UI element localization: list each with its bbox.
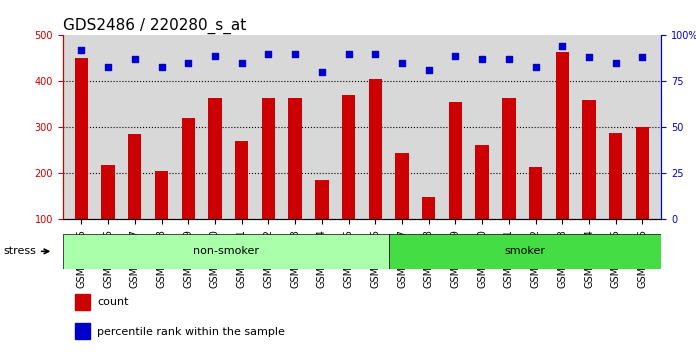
Bar: [208, 97, 221, 266]
Point: [102, 64, 113, 69]
Bar: [369, 79, 382, 266]
Point: [450, 53, 461, 58]
Point: [156, 64, 167, 69]
Point: [477, 57, 488, 62]
Bar: [609, 133, 622, 266]
Bar: [422, 198, 436, 266]
Point: [182, 60, 193, 66]
Point: [557, 44, 568, 49]
Bar: [288, 97, 302, 266]
Bar: [74, 323, 90, 339]
Point: [209, 53, 221, 58]
Point: [530, 64, 541, 69]
Point: [423, 68, 434, 73]
Text: GDS2486 / 220280_s_at: GDS2486 / 220280_s_at: [63, 18, 246, 34]
Bar: [449, 102, 462, 266]
Point: [610, 60, 622, 66]
Point: [129, 57, 141, 62]
FancyBboxPatch shape: [388, 234, 661, 269]
Text: stress: stress: [3, 246, 49, 256]
Bar: [529, 166, 542, 266]
Text: smoker: smoker: [505, 246, 546, 256]
Point: [370, 51, 381, 57]
Text: count: count: [97, 297, 129, 307]
Bar: [128, 134, 141, 266]
Bar: [74, 294, 90, 310]
Bar: [262, 97, 275, 266]
Bar: [636, 127, 649, 266]
Bar: [555, 51, 569, 266]
Bar: [503, 97, 516, 266]
Bar: [155, 171, 168, 266]
Point: [316, 69, 327, 75]
Point: [583, 55, 594, 60]
Bar: [315, 181, 329, 266]
Point: [236, 60, 247, 66]
FancyBboxPatch shape: [63, 234, 388, 269]
Bar: [342, 95, 355, 266]
Point: [503, 57, 514, 62]
Bar: [182, 118, 195, 266]
Point: [290, 51, 301, 57]
Bar: [395, 153, 409, 266]
Bar: [475, 145, 489, 266]
Text: non-smoker: non-smoker: [193, 246, 259, 256]
Text: percentile rank within the sample: percentile rank within the sample: [97, 327, 285, 337]
Point: [397, 60, 408, 66]
Bar: [74, 58, 88, 266]
Bar: [102, 165, 115, 266]
Bar: [583, 100, 596, 266]
Point: [263, 51, 274, 57]
Point: [76, 47, 87, 53]
Point: [637, 55, 648, 60]
Bar: [235, 141, 248, 266]
Point: [343, 51, 354, 57]
